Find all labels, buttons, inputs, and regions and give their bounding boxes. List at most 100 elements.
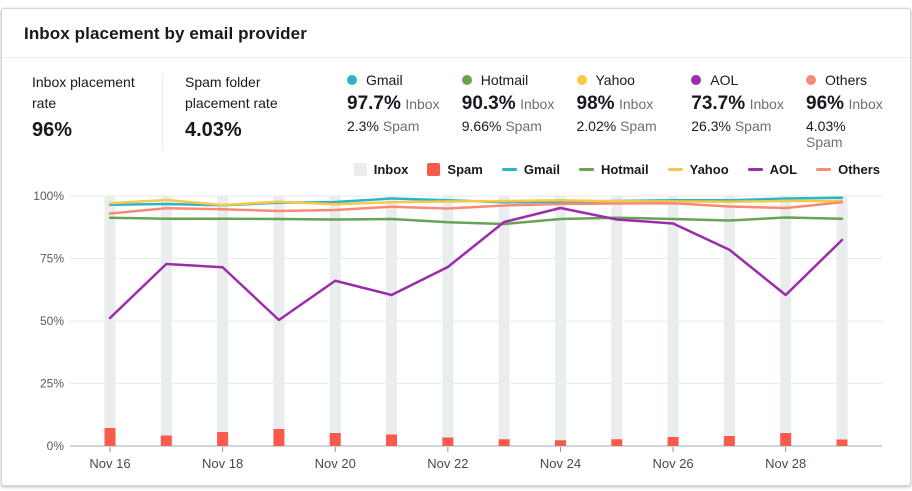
chart-legend: Inbox Spam Gmail Hotmail Yahoo AOL Other… [2, 160, 910, 178]
gmail-line-swatch-icon [501, 167, 517, 171]
spam-bar[interactable] [611, 439, 623, 446]
spam-bar[interactable] [104, 428, 116, 446]
x-axis-tick-label: Nov 26 [652, 456, 693, 471]
provider-name: Others [825, 72, 868, 88]
provider-stat-hotmail: Hotmail 90.3% Inbox 9.66% Spam [461, 72, 577, 150]
inbox-bar[interactable] [611, 196, 623, 446]
stat-label: Inbox placement rate [32, 74, 135, 111]
spam-bar[interactable] [498, 439, 510, 446]
spam-bar[interactable] [667, 437, 679, 446]
spam-rate-value: 26.3% [691, 118, 731, 134]
provider-stat-gmail: Gmail 97.7% Inbox 2.3% Spam [347, 72, 462, 150]
stat-value: 96% [32, 119, 73, 141]
legend-item-gmail[interactable]: Gmail [501, 161, 560, 177]
legend-label: Yahoo [689, 161, 729, 177]
aol-line[interactable] [108, 206, 844, 322]
yahoo-line[interactable] [108, 198, 844, 207]
spam-rate-label: Spam [620, 118, 657, 134]
legend-item-inbox[interactable]: Inbox [353, 161, 409, 177]
provider-stats: Gmail 97.7% Inbox 2.3% Spam Hotmail 90.3… [347, 72, 886, 150]
inbox-bar[interactable] [442, 196, 454, 446]
x-axis-tick-label: Nov 16 [89, 456, 130, 471]
legend-label: AOL [769, 161, 798, 177]
inbox-rate-value: 96% [806, 93, 845, 114]
others-color-dot-icon [806, 75, 816, 85]
legend-label: Hotmail [600, 161, 649, 177]
provider-stat-yahoo: Yahoo 98% Inbox 2.02% Spam [576, 72, 692, 150]
inbox-rate-label: Inbox [405, 96, 440, 112]
spam-bar[interactable] [160, 435, 172, 447]
legend-label: Others [838, 161, 880, 177]
spam-rate-label: Spam [734, 118, 772, 134]
hotmail-line[interactable] [108, 216, 844, 226]
spam-bar[interactable] [554, 440, 566, 446]
others-line-swatch-icon [816, 167, 832, 171]
page-title: Inbox placement by email provider [24, 24, 307, 43]
y-axis-tick-label: 100% [33, 189, 64, 203]
spam-bar[interactable] [836, 439, 848, 447]
legend-item-hotmail[interactable]: Hotmail [578, 161, 649, 177]
x-axis-tick-label: Nov 18 [202, 456, 243, 471]
legend-label: Spam [447, 161, 483, 177]
spam-rate-label: Spam [382, 118, 420, 134]
inbox-bar[interactable] [386, 196, 398, 446]
inbox-bar[interactable] [723, 196, 735, 446]
spam-rate-value: 2.3% [347, 118, 379, 134]
spam-placement-rate-stat: Spam folder placement rate 4.03% [185, 72, 321, 142]
stat-label: Spam folder placement rate [185, 74, 278, 111]
y-axis-tick-label: 25% [40, 377, 64, 391]
inbox-rate-value: 73.7% [691, 93, 746, 114]
provider-stat-aol: AOL 73.7% Inbox 26.3% Spam [691, 72, 806, 150]
legend-item-others[interactable]: Others [816, 162, 880, 177]
inbox-bar[interactable] [554, 196, 566, 446]
yahoo-line-swatch-icon [667, 167, 683, 171]
legend-label: Gmail [523, 161, 560, 177]
legend-item-yahoo[interactable]: Yahoo [667, 161, 729, 177]
legend-item-spam[interactable]: Spam [427, 161, 483, 177]
spam-swatch-icon [427, 162, 441, 176]
others-line[interactable] [108, 201, 844, 215]
spam-bar[interactable] [723, 436, 735, 446]
inbox-rate-label: Inbox [618, 96, 654, 112]
spam-bar[interactable] [442, 437, 454, 447]
panel-header: Inbox placement by email provider [2, 9, 910, 58]
inbox-bar[interactable] [104, 196, 116, 446]
spam-bar[interactable] [217, 432, 229, 446]
inbox-rate-value: 98% [576, 93, 615, 114]
summary-stats-row: Inbox placement rate 96% Spam folder pla… [2, 58, 910, 150]
inbox-rate-value: 97.7% [347, 93, 401, 114]
gmail-color-dot-icon [347, 75, 357, 85]
inbox-swatch-icon [353, 162, 367, 176]
inbox-bar[interactable] [217, 196, 229, 446]
inbox-bar[interactable] [667, 196, 679, 446]
spam-rate-value: 9.66% [461, 118, 502, 134]
spam-bar[interactable] [273, 429, 285, 446]
inbox-bar[interactable] [160, 196, 172, 446]
provider-name: Hotmail [480, 72, 529, 88]
inbox-placement-rate-stat: Inbox placement rate 96% [32, 72, 144, 142]
inbox-rate-label: Inbox [848, 96, 883, 112]
aol-color-dot-icon [691, 75, 702, 85]
spam-rate-value: 4.03% [806, 118, 846, 134]
inbox-bar[interactable] [329, 196, 341, 446]
x-axis-tick-label: Nov 28 [765, 456, 806, 471]
stat-value: 4.03% [185, 119, 242, 141]
hotmail-color-dot-icon [461, 75, 472, 85]
provider-stat-others: Others 96% Inbox 4.03% Spam [806, 72, 886, 150]
inbox-rate-label: Inbox [520, 96, 555, 112]
legend-label: Inbox [373, 161, 409, 177]
inbox-bar[interactable] [780, 196, 792, 446]
hotmail-line-swatch-icon [578, 167, 594, 171]
spam-bar[interactable] [780, 433, 792, 446]
spam-bar[interactable] [329, 433, 341, 446]
spam-bar[interactable] [386, 434, 398, 447]
provider-name: Yahoo [595, 72, 635, 88]
inbox-bar[interactable] [498, 196, 510, 446]
aol-line-swatch-icon [747, 167, 763, 171]
x-axis-tick-label: Nov 22 [427, 456, 468, 471]
inbox-placement-chart[interactable]: 0% 25% 50% 75% 100% Nov 16 Nov 18 Nov 20 Nov 22 N… [2, 180, 912, 480]
x-axis-tick-label: Nov 24 [540, 456, 581, 471]
legend-item-aol[interactable]: AOL [747, 161, 798, 177]
spam-rate-value: 2.02% [576, 118, 617, 134]
inbox-bar[interactable] [836, 196, 848, 446]
